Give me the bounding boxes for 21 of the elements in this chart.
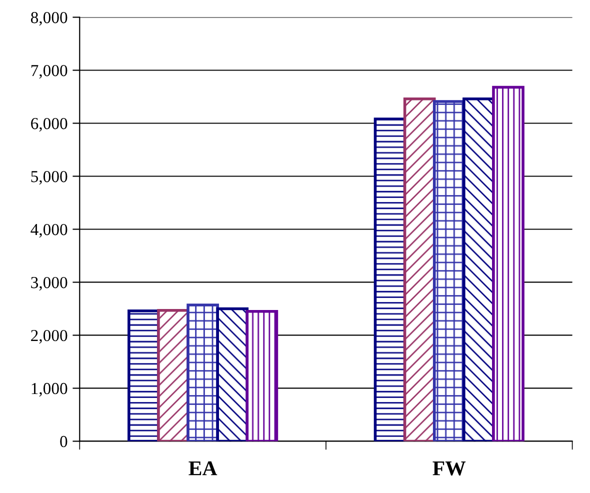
bar <box>462 97 495 442</box>
bar <box>216 307 249 442</box>
y-tick-label: 6,000 <box>31 118 68 132</box>
y-tick-label: 8,000 <box>30 12 68 26</box>
bar <box>432 100 466 442</box>
y-tick-label: 1,000 <box>32 382 68 397</box>
y-tick-label: 0 <box>60 436 68 448</box>
bar <box>374 118 406 442</box>
y-tick-label: 2,000 <box>31 330 68 344</box>
y-tick-label: 3,000 <box>31 276 68 291</box>
y-tick-label: 4,000 <box>30 224 68 238</box>
x-tick-label: FW <box>432 461 466 476</box>
bar <box>246 310 278 442</box>
bar <box>492 86 524 442</box>
y-tick-label: 7,000 <box>31 64 68 79</box>
bar <box>403 97 436 442</box>
bar <box>128 309 160 442</box>
bar <box>157 308 190 442</box>
bar <box>186 304 219 442</box>
x-tick-label: EA <box>188 461 218 476</box>
y-tick-label: 5,000 <box>31 170 68 185</box>
